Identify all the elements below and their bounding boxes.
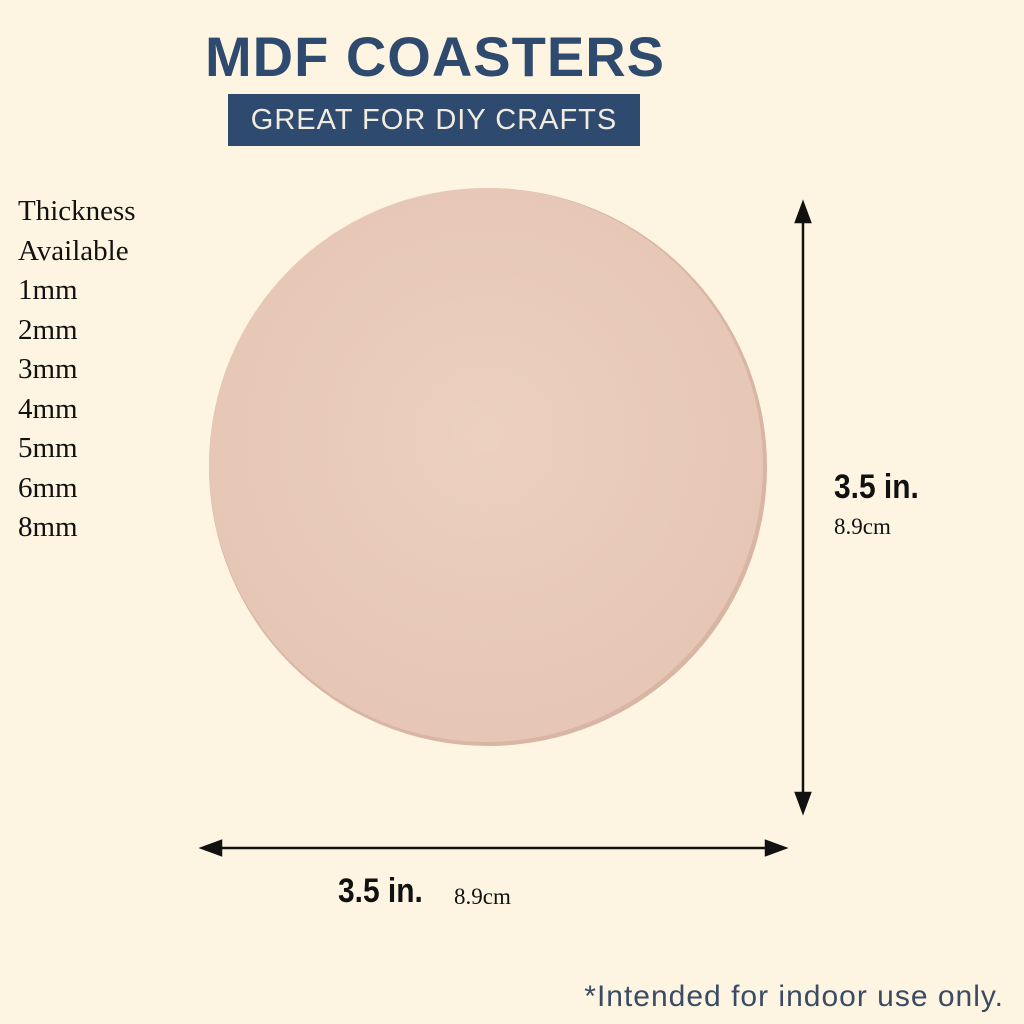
thickness-heading: Thickness	[18, 195, 136, 227]
thickness-option: 5mm	[18, 432, 78, 464]
thickness-option: 4mm	[18, 392, 78, 425]
thickness-option: 3mm	[18, 353, 78, 385]
thickness-option: 1mm	[18, 274, 78, 306]
height-metric: 8.9cm	[834, 514, 891, 539]
footnote: *Intended for indoor use only.	[584, 980, 1004, 1013]
subtitle: GREAT FOR DIY CRAFTS	[228, 94, 640, 146]
height-imperial: 3.5 in.	[834, 468, 919, 506]
coaster	[209, 188, 763, 742]
width-metric: 8.9cm	[454, 884, 511, 909]
thickness-option: 8mm	[18, 511, 78, 543]
width-arrow	[198, 839, 789, 857]
width-imperial: 3.5 in.	[338, 872, 423, 910]
thickness-list: Thickness Available 1mm 2mm 3mm 4mm 5mm …	[18, 192, 136, 548]
title: MDF COASTERS	[205, 25, 665, 88]
height-arrow	[794, 199, 812, 816]
thickness-option: 2mm	[18, 313, 78, 346]
thickness-option: 6mm	[18, 471, 78, 504]
thickness-heading: Available	[18, 234, 129, 267]
